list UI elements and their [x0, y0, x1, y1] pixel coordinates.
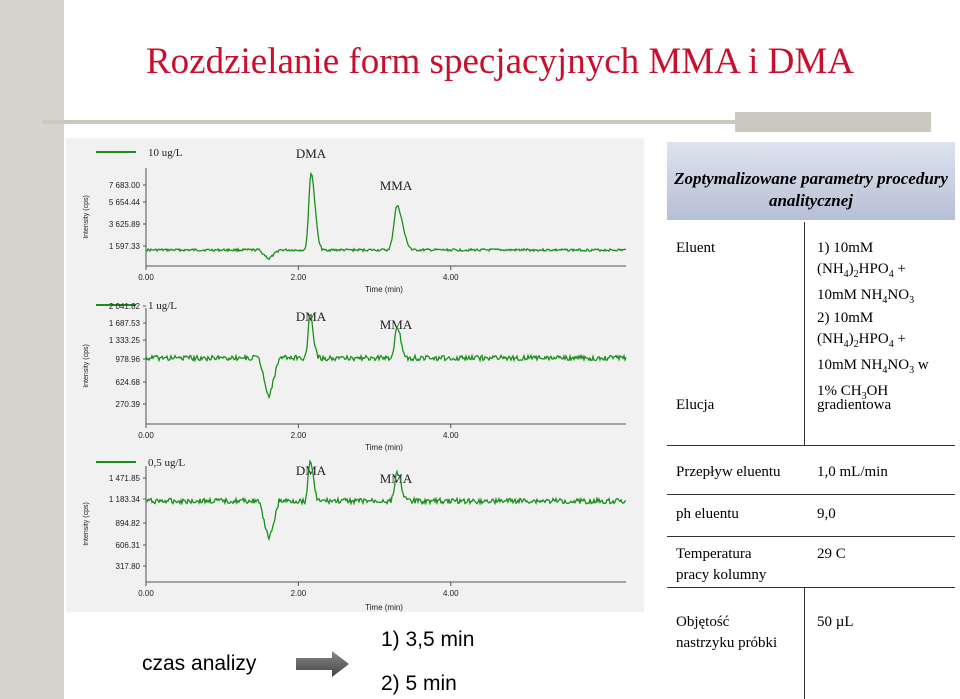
x-axis-label: Time (min): [365, 443, 403, 452]
ph-label: ph eluentu: [676, 506, 739, 522]
y-tick-label: 5 654.44: [109, 198, 141, 207]
right-arrow-icon: [296, 651, 349, 677]
peak-label-dma: DMA: [296, 146, 327, 161]
elucja-label: Elucja: [676, 397, 715, 413]
x-tick-label: 0.00: [138, 589, 154, 598]
peak-label-mma: MMA: [380, 317, 413, 332]
volume-value: 50 µL: [817, 614, 854, 630]
y-axis-label: Intensity (cps): [83, 195, 90, 239]
x-tick-label: 4.00: [443, 273, 459, 282]
x-axis-label: Time (min): [365, 285, 403, 294]
analysis-time-label: czas analizy: [142, 652, 257, 675]
series-line: [145, 459, 626, 542]
y-tick-label: 1 183.34: [109, 495, 141, 504]
x-tick-label: 2.00: [291, 273, 307, 282]
x-tick-label: 2.00: [291, 431, 307, 440]
peak-label-mma: MMA: [380, 471, 413, 486]
legend-title: 1 ug/L: [148, 300, 177, 312]
peak-label-mma: MMA: [380, 178, 413, 193]
y-tick-label: 3 625.89: [109, 220, 141, 229]
temp-label: Temperatura pracy kolumny: [676, 546, 767, 583]
table-header: Zoptymalizowane parametry procedury anal…: [667, 142, 955, 220]
y-tick-label: 1 687.53: [109, 319, 141, 328]
temp-value: 29 C: [817, 546, 846, 562]
y-tick-label: 7 683.00: [109, 181, 141, 190]
x-tick-label: 4.00: [443, 589, 459, 598]
chromatograms-svg: 10 ug/L 7 683.00 5 654.44 3 625.89 1 597.33 0…: [83, 146, 627, 612]
eluent-value-2: 2) 10mM (NH4)2HPO4 +10mM NH4NO3 w 1% CH3OH: [817, 310, 929, 402]
eluent-value-1: 1) 10mM (NH4)2HPO4 +10mM NH4NO3: [817, 240, 915, 306]
row-divider: [667, 494, 955, 495]
flow-value: 1,0 mL/min: [817, 464, 888, 480]
analysis-time-2: 2) 5 min: [381, 672, 457, 695]
col-divider: [804, 222, 805, 446]
elucja-value: gradientowa: [817, 397, 892, 413]
y-tick-label: 978.96: [116, 355, 141, 364]
y-tick-label: 1 471.85: [109, 474, 141, 483]
y-tick-label: 894.82: [116, 519, 141, 528]
x-tick-label: 4.00: [443, 431, 459, 440]
y-tick-label: 624.68: [116, 378, 141, 387]
col-divider: [804, 587, 805, 699]
y-axis-label: Intensity (cps): [83, 344, 90, 388]
peak-label-dma: DMA: [296, 463, 327, 478]
x-axis-label: Time (min): [365, 603, 403, 612]
title-divider: [42, 120, 742, 124]
y-axis-label: Intensity (cps): [83, 502, 90, 546]
row-divider: [667, 445, 955, 446]
y-tick-label: 2 041.82: [109, 302, 141, 311]
volume-label: Objętość nastrzyku próbki: [676, 614, 778, 651]
y-tick-label: 317.80: [116, 562, 141, 571]
left-decor-bar: [0, 0, 64, 699]
series-line: [145, 171, 627, 261]
parameters-table: Zoptymalizowane parametry procedury anal…: [667, 142, 955, 699]
ph-value: 9,0: [817, 506, 836, 522]
row-divider: [667, 587, 955, 588]
page-title: Rozdzielanie form specjacyjnych MMA i DM…: [146, 41, 854, 82]
title-divider-block: [735, 112, 931, 132]
x-tick-label: 2.00: [291, 589, 307, 598]
series-line: [145, 313, 627, 400]
y-tick-label: 606.31: [116, 541, 141, 550]
analysis-time-1: 1) 3,5 min: [381, 628, 475, 651]
x-tick-label: 0.00: [138, 273, 154, 282]
y-tick-label: 270.39: [116, 400, 141, 409]
legend-title: 10 ug/L: [148, 147, 183, 159]
row-divider: [667, 536, 955, 537]
y-tick-label: 1 597.33: [109, 242, 141, 251]
flow-label: Przepływ eluentu: [676, 464, 781, 480]
eluent-label: Eluent: [676, 240, 716, 256]
legend-title: 0,5 ug/L: [148, 457, 186, 469]
chromatograms-panel: 10 ug/L 7 683.00 5 654.44 3 625.89 1 597.33 0…: [66, 138, 644, 612]
x-tick-label: 0.00: [138, 431, 154, 440]
y-tick-label: 1 333.25: [109, 336, 141, 345]
